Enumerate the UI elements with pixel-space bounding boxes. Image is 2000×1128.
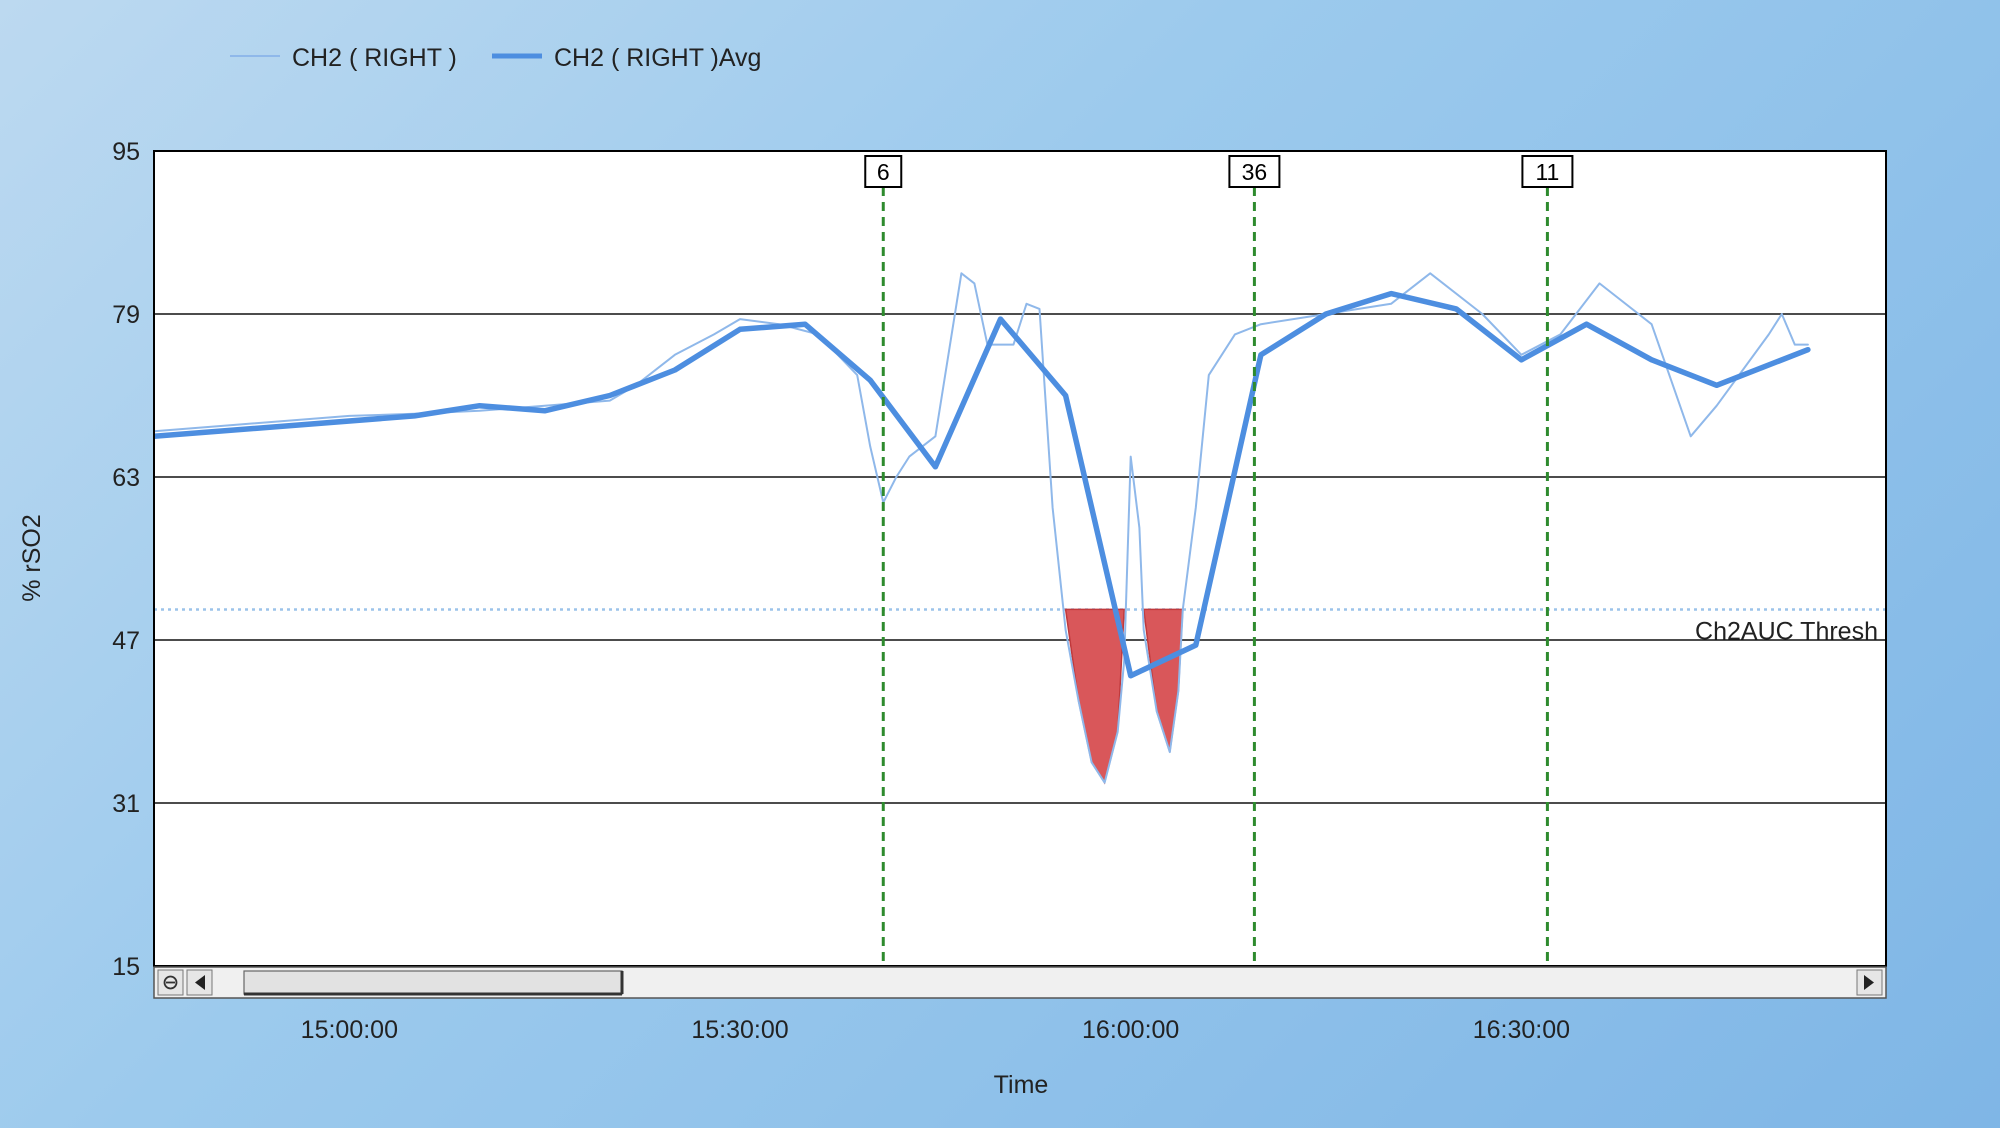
- x-tick-label: 16:00:00: [1082, 1016, 1179, 1044]
- event-marker-box: [864, 155, 903, 188]
- x-tick-label: 15:00:00: [301, 1016, 398, 1044]
- scroll-thumb[interactable]: [243, 970, 623, 995]
- event-marker-box: [1228, 155, 1281, 188]
- legend-label-raw: CH2 ( RIGHT ): [292, 44, 457, 72]
- series-lines: [154, 272, 1811, 784]
- plot-area: [154, 151, 1886, 966]
- series-line-avg: [154, 290, 1811, 679]
- y-axis-title: % rSO2: [18, 514, 46, 602]
- plot-border: [153, 150, 1887, 967]
- event-marker-label: 11: [1535, 159, 1559, 185]
- x-tick-label: 16:30:00: [1473, 1016, 1570, 1044]
- x-axis-title: Time: [994, 1071, 1049, 1099]
- event-marker-box: [1521, 155, 1574, 188]
- y-axis-ticks: 95 79 63 47 31 15: [112, 138, 140, 981]
- y-tick-label: 79: [112, 301, 140, 329]
- scroll-left-button[interactable]: [186, 969, 213, 996]
- legend: CH2 ( RIGHT ) CH2 ( RIGHT )Avg: [230, 44, 761, 72]
- scroll-right-button[interactable]: [1856, 969, 1883, 996]
- event-markers: 6 36 11: [864, 155, 1574, 966]
- event-marker-label: 6: [877, 159, 890, 185]
- series-line-raw: [154, 272, 1809, 784]
- y-tick-label: 31: [112, 790, 140, 818]
- y-tick-label: 15: [112, 953, 140, 981]
- x-axis-ticks: 15:00:00 15:30:00 16:00:00 16:30:00: [301, 1016, 1570, 1044]
- y-tick-label: 63: [112, 464, 140, 492]
- horizontal-scrollbar[interactable]: [153, 966, 1887, 999]
- event-marker-label: 36: [1242, 159, 1268, 185]
- legend-label-avg: CH2 ( RIGHT )Avg: [554, 44, 761, 72]
- threshold-label: Ch2AUC Thresh: [1695, 617, 1878, 645]
- zoom-reset-button[interactable]: [157, 969, 184, 996]
- y-tick-label: 47: [112, 627, 140, 655]
- x-tick-label: 15:30:00: [691, 1016, 788, 1044]
- y-tick-label: 95: [112, 138, 140, 166]
